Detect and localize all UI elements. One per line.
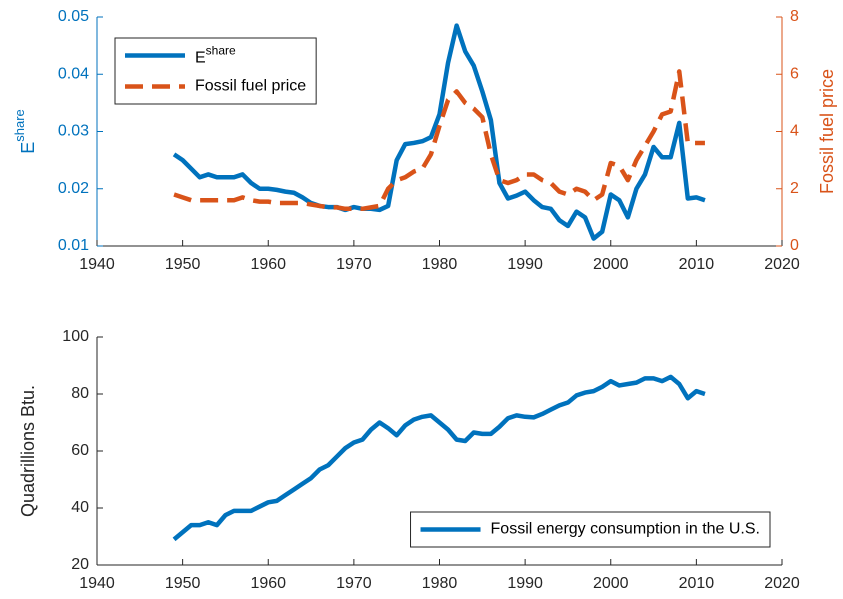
x-tick-label: 2020 bbox=[764, 575, 800, 592]
legend-label: Eshare bbox=[195, 44, 236, 67]
legend-label-base: E bbox=[195, 50, 206, 67]
y-tick-label: 20 bbox=[71, 556, 89, 573]
x-tick-label: 1990 bbox=[507, 575, 543, 592]
y-axis-label: Eshare bbox=[12, 109, 37, 154]
y-axis-label-base: Quadrillions Btu. bbox=[18, 385, 38, 517]
y2-axis-label: Fossil fuel price bbox=[817, 69, 837, 194]
y-tick-label: 40 bbox=[71, 499, 89, 516]
y2-tick-label: 4 bbox=[790, 123, 799, 140]
y-tick-label: 0.05 bbox=[58, 8, 89, 25]
y-tick-label: 100 bbox=[62, 328, 89, 345]
legend-label-sup: share bbox=[206, 44, 236, 58]
legend-label-base: Fossil energy consumption in the U.S. bbox=[491, 521, 760, 538]
x-tick-label: 2010 bbox=[679, 256, 715, 273]
x-tick-label: 1980 bbox=[422, 575, 458, 592]
x-tick-label: 1970 bbox=[336, 575, 372, 592]
x-tick-label: 2020 bbox=[764, 256, 800, 273]
legend-label: Fossil energy consumption in the U.S. bbox=[491, 521, 760, 538]
x-tick-label: 1960 bbox=[250, 256, 286, 273]
x-tick-label: 2010 bbox=[679, 575, 715, 592]
x-tick-label: 1990 bbox=[507, 256, 543, 273]
y-axis-label-sup: share bbox=[12, 109, 27, 142]
legend-label: Fossil fuel price bbox=[195, 78, 306, 95]
y2-tick-label: 2 bbox=[790, 180, 799, 197]
y-tick-label: 80 bbox=[71, 385, 89, 402]
data-line bbox=[172, 23, 706, 241]
y-axis-label: Quadrillions Btu. bbox=[18, 385, 38, 517]
legend: Eshare Fossil fuel price bbox=[114, 37, 317, 105]
y-tick-label: 0.01 bbox=[58, 237, 89, 254]
x-tick-label: 1980 bbox=[422, 256, 458, 273]
legend-label-base: Fossil fuel price bbox=[195, 78, 306, 95]
y-tick-label: 0.04 bbox=[58, 65, 89, 82]
legend: Fossil energy consumption in the U.S. bbox=[410, 511, 771, 548]
x-tick-label: 1960 bbox=[250, 575, 286, 592]
y2-tick-label: 6 bbox=[790, 65, 799, 82]
x-tick-label: 1940 bbox=[79, 575, 115, 592]
x-tick-label: 2000 bbox=[593, 575, 629, 592]
x-tick-label: 1950 bbox=[165, 256, 201, 273]
y-axis-label-base: E bbox=[18, 142, 38, 154]
x-tick-label: 1970 bbox=[336, 256, 372, 273]
y-tick-label: 60 bbox=[71, 442, 89, 459]
y2-tick-label: 0 bbox=[790, 237, 799, 254]
y2-tick-label: 8 bbox=[790, 8, 799, 25]
x-tick-label: 1950 bbox=[165, 575, 201, 592]
x-tick-label: 1940 bbox=[79, 256, 115, 273]
x-tick-label: 2000 bbox=[593, 256, 629, 273]
y-tick-label: 0.02 bbox=[58, 180, 89, 197]
legend-box bbox=[114, 37, 317, 105]
data-line bbox=[172, 374, 706, 542]
y-tick-label: 0.03 bbox=[58, 123, 89, 140]
data-line bbox=[173, 69, 705, 212]
